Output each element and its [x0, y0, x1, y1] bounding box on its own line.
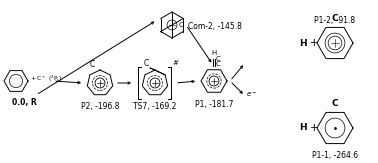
- Text: C: C: [144, 59, 149, 68]
- Text: H: H: [211, 50, 217, 56]
- Text: P1, -181.7: P1, -181.7: [195, 100, 233, 109]
- Text: 0.0, R: 0.0, R: [12, 98, 36, 107]
- Text: +: +: [310, 123, 318, 133]
- Text: C: C: [216, 61, 221, 67]
- Text: $e^-$: $e^-$: [246, 91, 257, 99]
- Text: Com-2, -145.8: Com-2, -145.8: [188, 22, 242, 31]
- Text: C: C: [90, 60, 95, 69]
- Text: C: C: [332, 99, 338, 108]
- Text: P1-1, -264.6: P1-1, -264.6: [312, 151, 358, 160]
- Text: C: C: [216, 56, 221, 62]
- Text: P1-2, -91.8: P1-2, -91.8: [314, 16, 356, 25]
- Text: H: H: [299, 38, 307, 47]
- Text: TS7, -169.2: TS7, -169.2: [133, 102, 177, 111]
- Text: P2, -196.8: P2, -196.8: [81, 102, 119, 111]
- Text: +: +: [310, 38, 318, 48]
- Text: C: C: [332, 14, 338, 23]
- Text: #: #: [172, 60, 178, 66]
- Text: C: C: [178, 22, 183, 28]
- Text: H: H: [299, 124, 307, 133]
- Text: + C$^+$ ($^2$P$_j$): + C$^+$ ($^2$P$_j$): [30, 73, 62, 85]
